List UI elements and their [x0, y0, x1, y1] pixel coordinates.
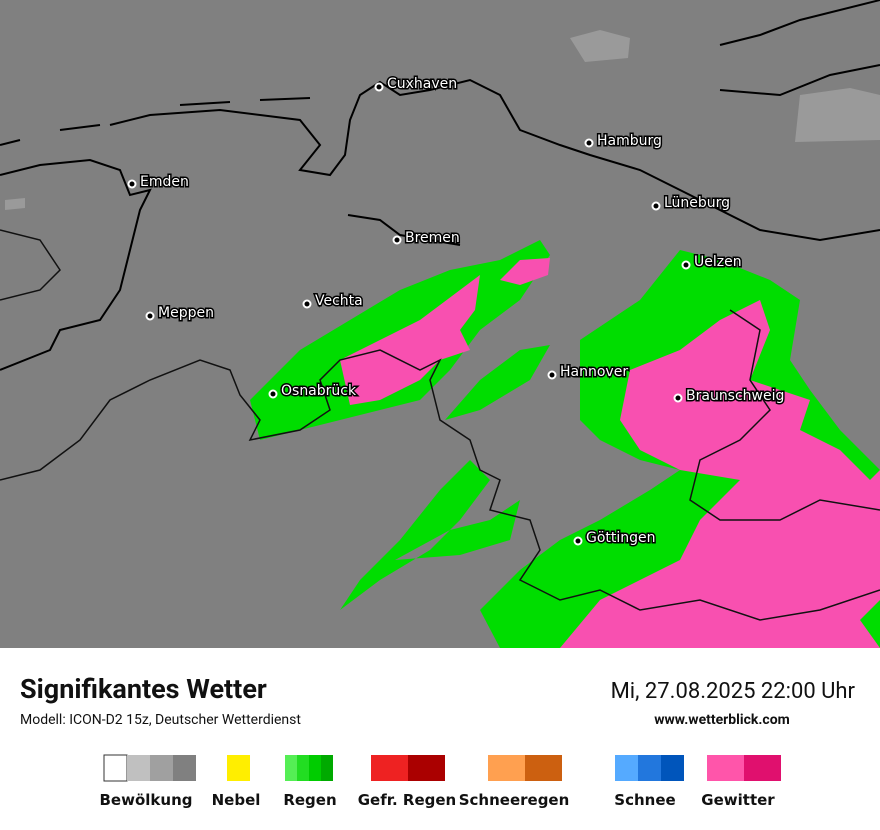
city-label: Uelzen — [694, 254, 742, 270]
legend-label: Schneeregen — [459, 791, 570, 809]
city-label: Meppen — [158, 305, 214, 321]
state-border — [0, 229, 880, 621]
city-label: Hamburg — [597, 133, 662, 149]
legend-swatch — [615, 755, 638, 781]
title: Signifikantes Wetter — [20, 673, 267, 705]
city-dot — [374, 82, 384, 92]
city-label: Cuxhaven — [387, 76, 457, 92]
legend-label: Gefr. Regen — [358, 791, 457, 809]
legend-label: Regen — [283, 791, 336, 809]
map: Cuxhaven Hamburg Emden Lüneburg Bremen U… — [0, 0, 880, 648]
legend-swatch — [173, 755, 196, 781]
legend-swatch — [707, 755, 744, 781]
legend-swatch — [371, 755, 408, 781]
website: www.wetterblick.com — [654, 712, 790, 728]
city-label: Lüneburg — [664, 195, 730, 211]
legend-swatch — [227, 755, 250, 781]
legend-swatch — [309, 755, 321, 781]
legend-label: Gewitter — [701, 791, 775, 809]
legend-swatch — [744, 755, 781, 781]
legend: Bewölkung Nebel Regen Gefr. Regen Schneerege… — [100, 754, 781, 809]
city-label: Emden — [140, 174, 189, 190]
city-label: Bremen — [405, 230, 460, 246]
city-label: Vechta — [315, 293, 363, 309]
legend-swatch — [408, 755, 445, 781]
city-label: Osnabrück — [281, 383, 357, 399]
city-label: Hannover — [560, 364, 628, 380]
thunderstorm-area — [340, 258, 880, 648]
city-dot — [584, 138, 594, 148]
legend-swatch — [321, 755, 333, 781]
legend-swatch — [127, 755, 150, 781]
legend-label: Bewölkung — [100, 791, 193, 809]
legend-swatch — [103, 754, 128, 782]
footer: Signifikantes Wetter Modell: ICON-D2 15z… — [20, 673, 856, 728]
coastline — [0, 0, 880, 371]
legend-label: Nebel — [212, 791, 261, 809]
legend-swatch — [150, 755, 173, 781]
legend-label: Schnee — [614, 791, 675, 809]
city-dot — [127, 179, 137, 189]
legend-swatch — [297, 755, 309, 781]
model-info: Modell: ICON-D2 15z, Deutscher Wetterdie… — [20, 712, 301, 728]
legend-swatch — [488, 755, 525, 781]
city-dot — [681, 260, 691, 270]
city-dot — [673, 393, 683, 403]
city-dot — [302, 299, 312, 309]
city-dot — [268, 389, 278, 399]
legend-swatch — [638, 755, 661, 781]
legend-swatch — [661, 755, 684, 781]
legend-swatch — [285, 755, 297, 781]
legend-swatch — [525, 755, 562, 781]
datetime: Mi, 27.08.2025 22:00 Uhr — [611, 679, 856, 704]
cities: Cuxhaven Hamburg Emden Lüneburg Bremen U… — [127, 75, 786, 548]
city-label: Braunschweig — [686, 388, 784, 404]
city-dot — [392, 235, 402, 245]
city-dot — [547, 370, 557, 380]
city-dot — [651, 201, 661, 211]
city-label: Göttingen — [586, 530, 656, 546]
city-dot — [145, 311, 155, 321]
city-dot — [573, 536, 583, 546]
